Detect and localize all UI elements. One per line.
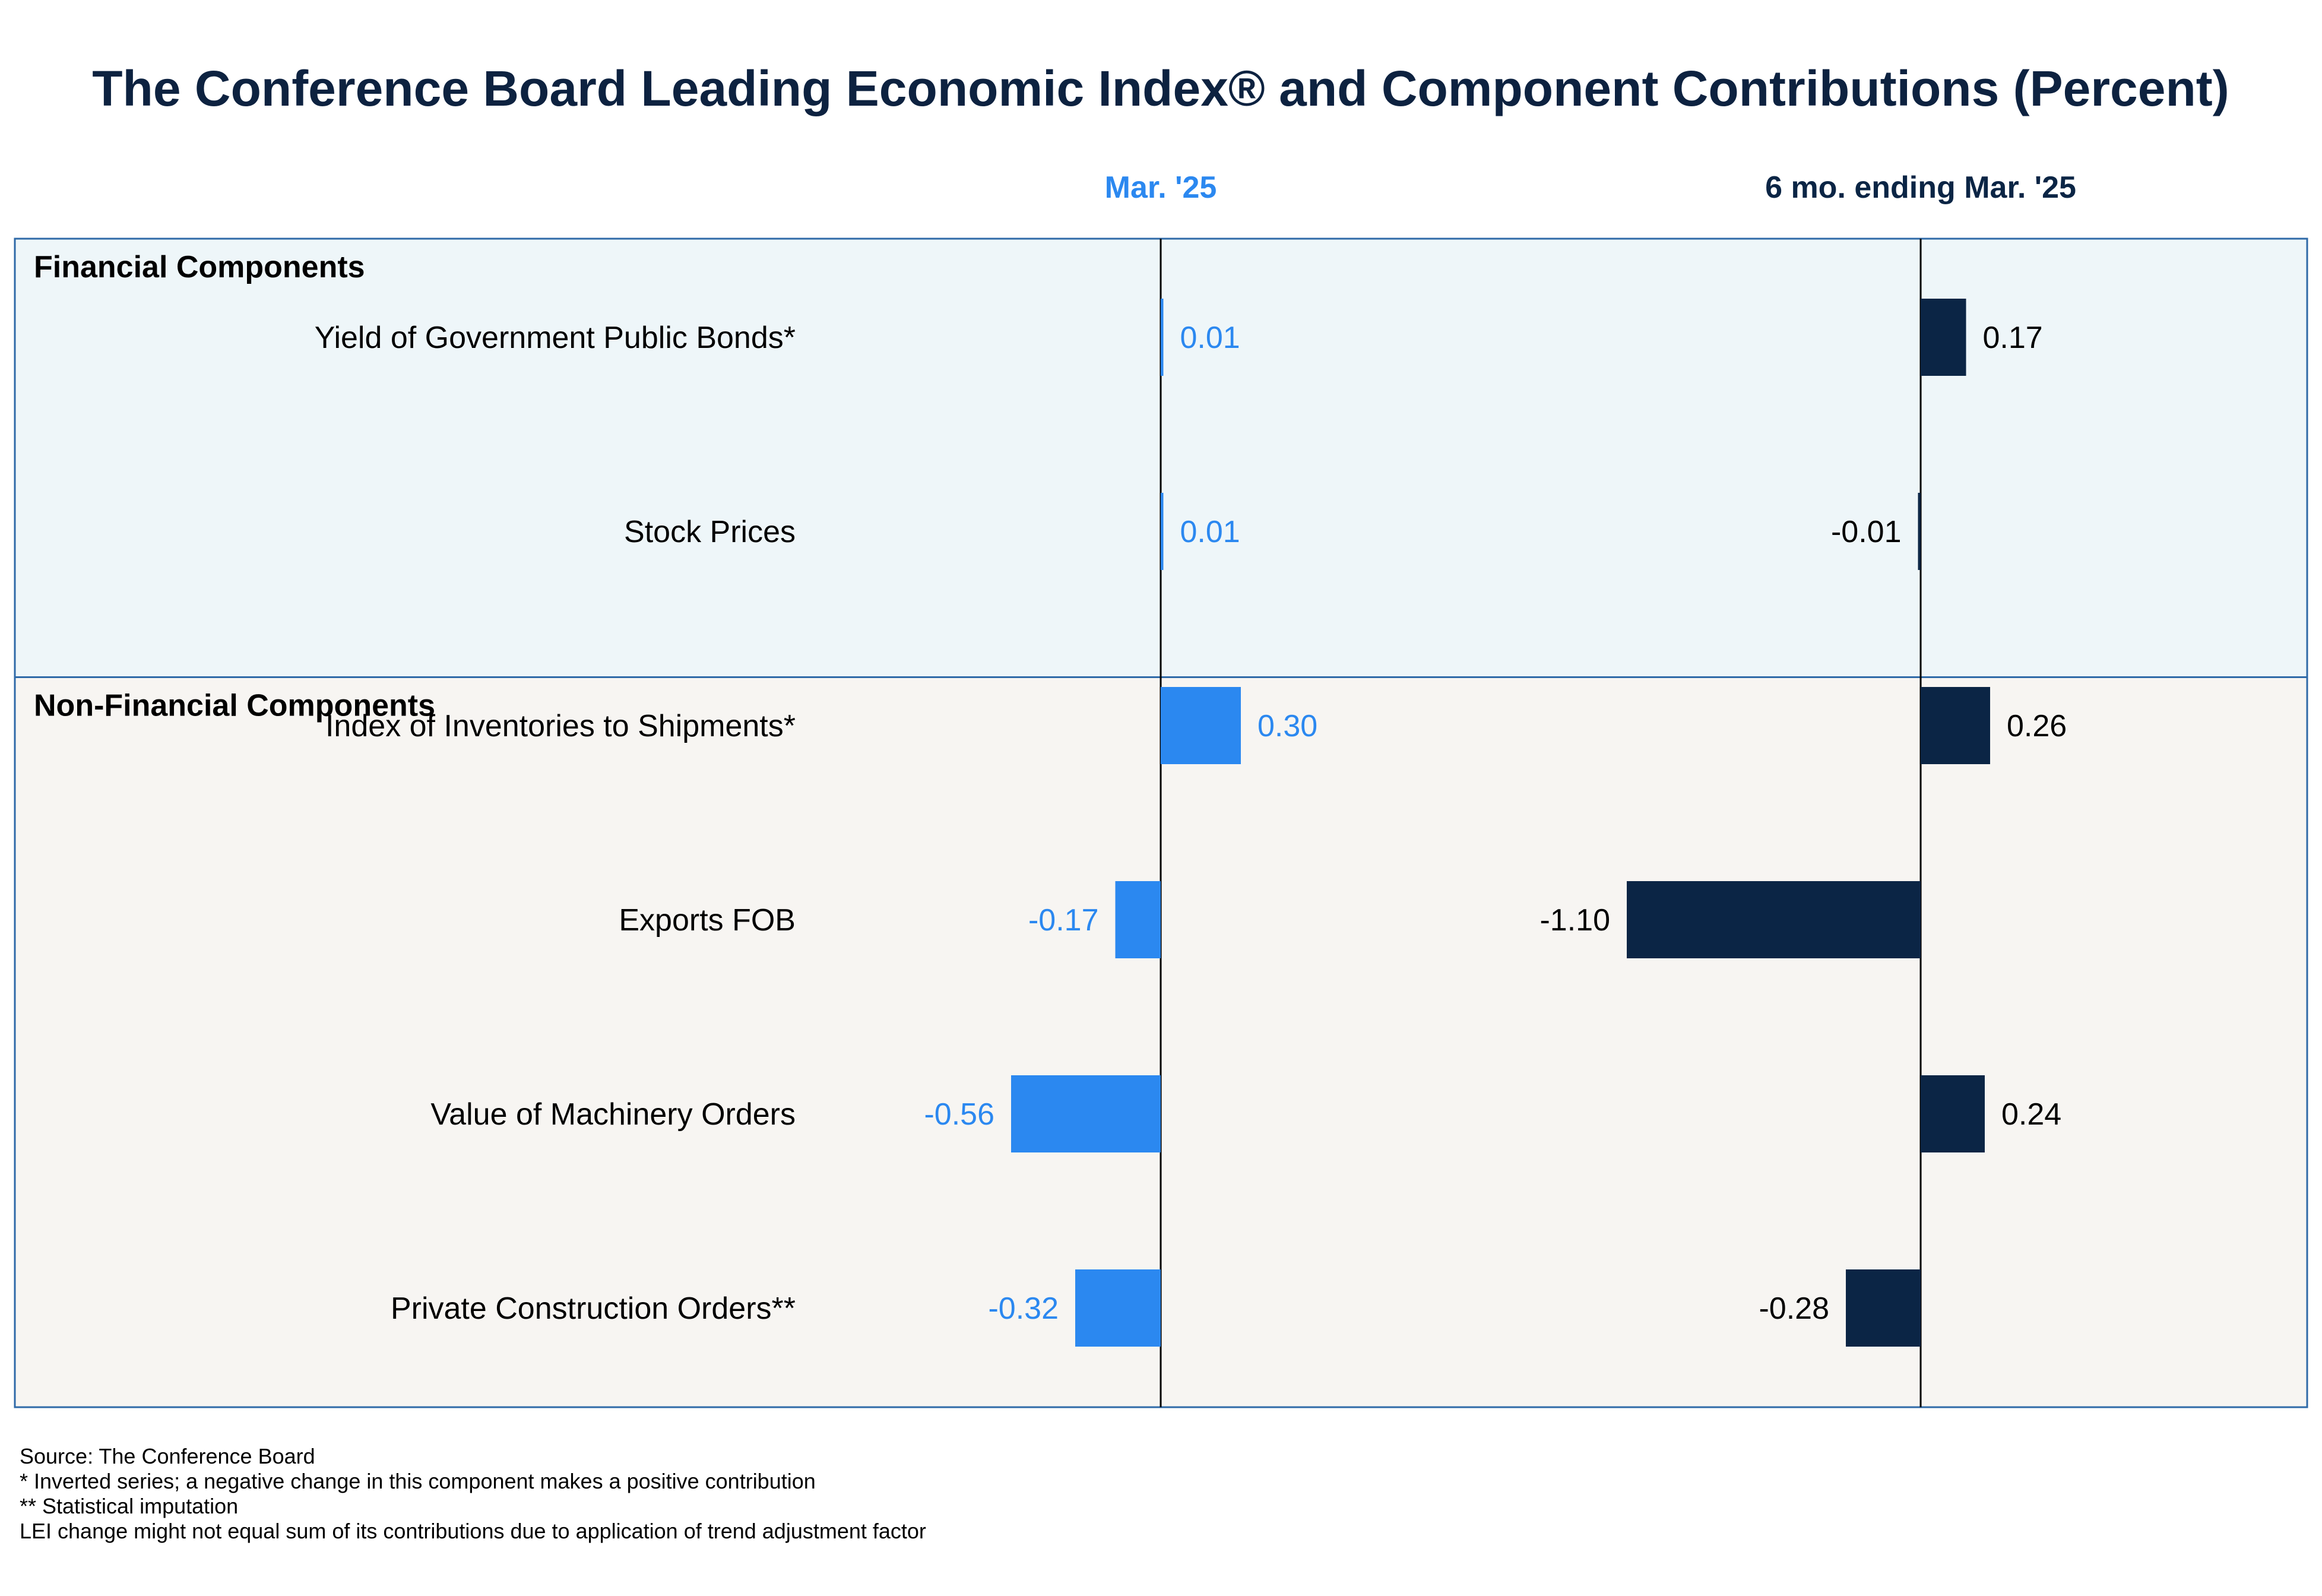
value-label-six-month: -0.01 bbox=[1831, 515, 1902, 549]
value-label-month: -0.56 bbox=[924, 1097, 994, 1132]
bar-month bbox=[1011, 1075, 1161, 1152]
bar-six-month bbox=[1921, 299, 1966, 376]
value-label-six-month: 0.17 bbox=[1983, 321, 2043, 355]
row-label: Private Construction Orders** bbox=[391, 1291, 796, 1326]
axes-layer bbox=[1160, 239, 1922, 1407]
text-layer: The Conference Board Leading Economic In… bbox=[34, 61, 2229, 1326]
footnote-line: ** Statistical imputation bbox=[20, 1494, 238, 1518]
value-label-month: -0.17 bbox=[1028, 903, 1099, 938]
footnote-line: LEI change might not equal sum of its co… bbox=[20, 1519, 926, 1543]
section-header-financial: Financial Components bbox=[34, 250, 365, 284]
row-label: Exports FOB bbox=[619, 903, 796, 938]
column-header-month: Mar. '25 bbox=[1105, 170, 1217, 205]
bar-six-month bbox=[1846, 1269, 1921, 1347]
bar-month bbox=[1161, 687, 1241, 764]
footnote-line: Source: The Conference Board bbox=[20, 1444, 315, 1468]
value-label-month: -0.32 bbox=[988, 1291, 1059, 1326]
bar-six-month bbox=[1921, 687, 1990, 764]
footnotes: Source: The Conference Board* Inverted s… bbox=[20, 1444, 926, 1543]
section-header-non-financial: Non-Financial Components bbox=[34, 689, 435, 723]
bar-six-month bbox=[1918, 493, 1921, 570]
bar-six-month bbox=[1627, 881, 1921, 958]
footnote-line: * Inverted series; a negative change in … bbox=[20, 1469, 816, 1493]
value-label-month: 0.01 bbox=[1180, 321, 1240, 355]
row-label: Index of Inventories to Shipments* bbox=[325, 709, 796, 743]
bar-six-month bbox=[1921, 1075, 1985, 1152]
value-label-month: 0.30 bbox=[1257, 709, 1317, 743]
value-label-six-month: -0.28 bbox=[1759, 1291, 1829, 1326]
row-label: Stock Prices bbox=[624, 515, 796, 549]
value-label-month: 0.01 bbox=[1180, 515, 1240, 549]
value-label-six-month: -1.10 bbox=[1539, 903, 1610, 938]
bar-month bbox=[1161, 299, 1164, 376]
bar-month bbox=[1115, 881, 1161, 958]
bar-month bbox=[1161, 493, 1164, 570]
row-label: Value of Machinery Orders bbox=[430, 1097, 796, 1132]
bar-month bbox=[1075, 1269, 1161, 1347]
value-label-six-month: 0.24 bbox=[2001, 1097, 2061, 1132]
bars-layer bbox=[1011, 299, 1990, 1347]
chart-title: The Conference Board Leading Economic In… bbox=[92, 61, 2229, 116]
value-label-six-month: 0.26 bbox=[2007, 709, 2067, 743]
column-header-six-month: 6 mo. ending Mar. '25 bbox=[1765, 170, 2076, 205]
row-label: Yield of Government Public Bonds* bbox=[315, 321, 796, 355]
